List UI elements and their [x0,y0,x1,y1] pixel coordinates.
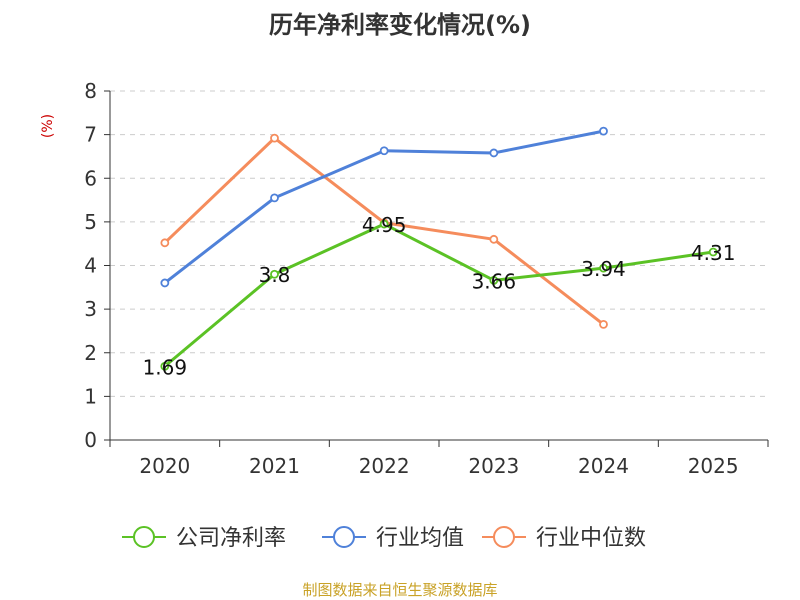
data-point [489,148,499,158]
data-point [708,247,718,257]
legend-marker [493,526,515,548]
x-tick-label: 2023 [468,454,519,478]
data-label: 1.69 [143,355,188,379]
data-point [599,263,608,273]
y-tick-label: 0 [84,428,97,452]
x-tick-label: 2024 [578,454,629,478]
x-tick-label: 2020 [139,454,190,478]
legend-label: 行业中位数 [536,526,646,551]
axes: 0 1 2 3 4 5 6 7 8 2020 2021 2022 2023 2024 2025 [84,79,769,478]
y-tick-label: 3 [84,297,97,321]
legend-marker [333,526,355,548]
data-label: 3.8 [259,263,291,287]
data-labels: 1.69 3.8 4.95 3.66 3.94 4.31 [143,213,736,379]
y-tick-label: 1 [84,384,97,408]
data-point [599,319,608,329]
data-point [160,278,170,288]
data-point [270,269,279,279]
grid-lines [110,90,768,397]
data-label: 4.95 [362,213,407,237]
chart-title: 历年净利率变化情况(%) [269,11,531,39]
data-label: 3.94 [581,257,626,281]
y-tick-label: 4 [84,254,97,278]
data-point [489,275,499,285]
data-point [160,238,170,248]
y-tick-label: 6 [84,166,97,190]
y-axis-label: (%) [40,114,56,138]
data-point [270,193,279,203]
y-tick-label: 5 [84,210,97,234]
data-point [270,133,279,143]
series-lines [160,126,718,371]
x-tick-label: 2022 [359,454,410,478]
x-tick-label: 2021 [249,454,300,478]
y-tick-label: 7 [84,123,97,147]
data-point [599,126,608,136]
data-label: 3.66 [472,269,517,293]
series-line [163,222,714,368]
legend-label: 行业均值 [376,526,464,551]
x-tick-label: 2025 [688,454,739,478]
y-tick-label: 8 [84,79,97,103]
legend-marker [133,526,155,548]
data-point [489,234,499,244]
data-label: 4.31 [691,241,736,265]
data-point [160,361,170,371]
data-point [379,146,389,156]
data-point [379,219,389,229]
legend-label: 公司净利率 [176,526,286,551]
y-tick-label: 2 [84,341,97,365]
legend: 公司净利率 行业均值 行业中位数 [122,526,646,551]
source-note: 制图数据来自恒生聚源数据库 [302,581,497,599]
